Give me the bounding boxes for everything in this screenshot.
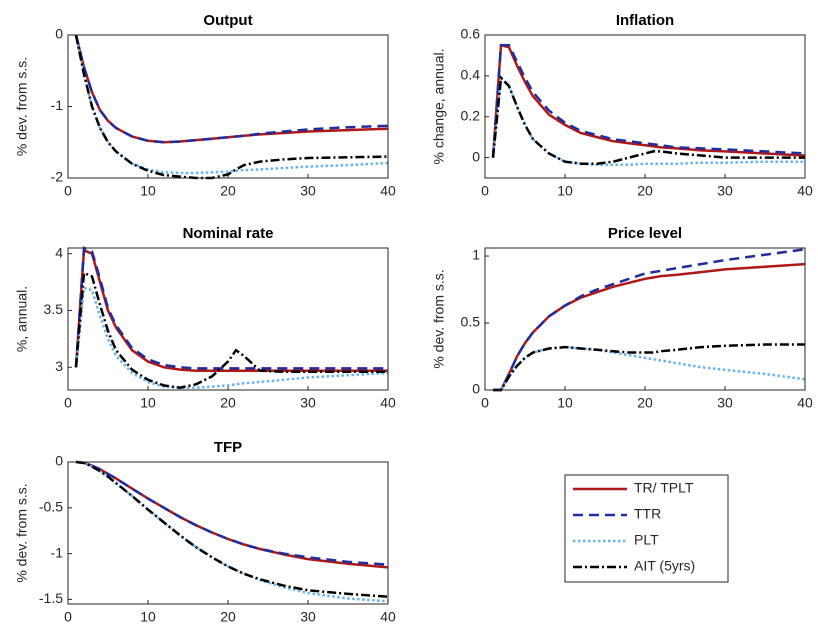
x-tick-label: 20	[637, 183, 653, 199]
y-tick-label: 0.4	[461, 67, 481, 83]
series-line	[491, 75, 805, 165]
plot-area	[68, 462, 388, 604]
y-tick-label: -0.5	[39, 499, 63, 515]
y-axis-label: % dev. from s.s.	[431, 269, 447, 368]
y-tick-label: 0.5	[461, 314, 481, 330]
y-tick-label: 0	[472, 148, 480, 164]
series-line	[74, 34, 389, 175]
y-axis-label: % change, annual.	[431, 49, 447, 165]
plot-area	[485, 35, 805, 178]
x-tick-label: 20	[220, 395, 236, 411]
y-tick-label: 0.6	[461, 26, 481, 42]
series-line	[493, 343, 805, 392]
subplot-title: Nominal rate	[183, 225, 274, 242]
x-tick-label: 10	[557, 395, 573, 411]
series-line	[493, 345, 806, 392]
x-tick-label: 40	[797, 395, 813, 411]
x-tick-label: 10	[140, 609, 156, 625]
subplot: Output % dev. from s.s. 0 10 20 30 40 -2 -1 0	[14, 12, 396, 199]
x-tick-label: 10	[140, 183, 156, 199]
plot-area	[68, 248, 388, 390]
x-tick-label: 0	[481, 395, 489, 411]
x-tick-label: 0	[64, 183, 72, 199]
legend-box	[564, 474, 729, 583]
series-line	[493, 248, 806, 392]
x-tick-label: 30	[300, 183, 316, 199]
y-tick-label: -1	[51, 544, 64, 560]
x-tick-label: 30	[300, 395, 316, 411]
x-tick-label: 20	[637, 395, 653, 411]
axes-box	[67, 34, 389, 179]
x-tick-label: 40	[380, 183, 396, 199]
x-tick-label: 30	[717, 395, 733, 411]
x-tick-label: 10	[140, 395, 156, 411]
axes-box	[484, 34, 806, 179]
subplot-title: Output	[203, 12, 252, 29]
series-line	[74, 271, 388, 389]
series-line	[491, 43, 806, 158]
series-line	[74, 34, 389, 180]
series-line	[75, 460, 389, 598]
x-tick-label: 0	[481, 183, 489, 199]
series-line	[491, 43, 806, 158]
x-tick-label: 30	[300, 609, 316, 625]
y-tick-label: 0	[472, 381, 480, 397]
subplot: Price level % dev. from s.s. 0 10 20 30 40 0 0.5…	[431, 225, 813, 411]
x-tick-label: 20	[220, 609, 236, 625]
series-line	[493, 262, 806, 392]
legend-label: PLT	[634, 532, 659, 548]
y-tick-label: 3.5	[44, 301, 64, 317]
x-tick-label: 0	[64, 609, 72, 625]
y-tick-label: 0	[55, 453, 63, 469]
y-tick-label: 1	[472, 247, 480, 263]
y-tick-label: -2	[51, 169, 64, 185]
x-tick-label: 10	[557, 183, 573, 199]
y-axis-label: % dev. from s.s.	[14, 57, 30, 156]
plot-area	[485, 248, 805, 390]
subplot: Nominal rate %, annual. 0 10 20 30 40 3 3.5 4	[14, 225, 396, 411]
x-tick-label: 0	[64, 395, 72, 411]
x-tick-label: 40	[380, 395, 396, 411]
legend-label: AIT (5yrs)	[634, 558, 695, 574]
y-tick-label: 0.2	[461, 107, 481, 123]
subplot-title: Price level	[608, 225, 682, 242]
legend: TR/ TPLT TTR PLT AIT (5yrs)	[564, 474, 729, 583]
legend-label: TR/ TPLT	[634, 480, 694, 496]
legend-label: TTR	[634, 506, 661, 522]
series-line	[74, 34, 389, 144]
y-tick-label: -1.5	[39, 590, 63, 606]
x-tick-label: 30	[717, 183, 733, 199]
subplot-title: Inflation	[616, 12, 674, 29]
x-tick-label: 40	[380, 609, 396, 625]
y-axis-label: % dev. from s.s.	[14, 483, 30, 582]
axes-box	[484, 247, 806, 391]
series-line	[74, 286, 389, 389]
axes-box	[67, 247, 389, 391]
series-line	[74, 246, 388, 370]
x-tick-label: 40	[797, 183, 813, 199]
y-tick-label: 3	[55, 358, 63, 374]
series-line	[491, 75, 805, 166]
y-tick-label: 4	[55, 244, 63, 260]
subplot-title: TFP	[214, 439, 242, 456]
y-tick-label: -1	[51, 97, 64, 113]
axes-box	[67, 461, 389, 605]
subplot: Inflation % change, annual. 0 10 20 30 40 0 0.2 0…	[431, 12, 813, 199]
series-line	[75, 460, 389, 566]
subplot: TFP % dev. from s.s. 0 10 20 30 40 -1.5 -1 -0.5 0	[14, 439, 396, 625]
y-tick-label: 0	[55, 26, 63, 42]
series-line	[75, 460, 389, 603]
x-tick-label: 20	[220, 183, 236, 199]
y-axis-label: %, annual.	[14, 286, 30, 352]
